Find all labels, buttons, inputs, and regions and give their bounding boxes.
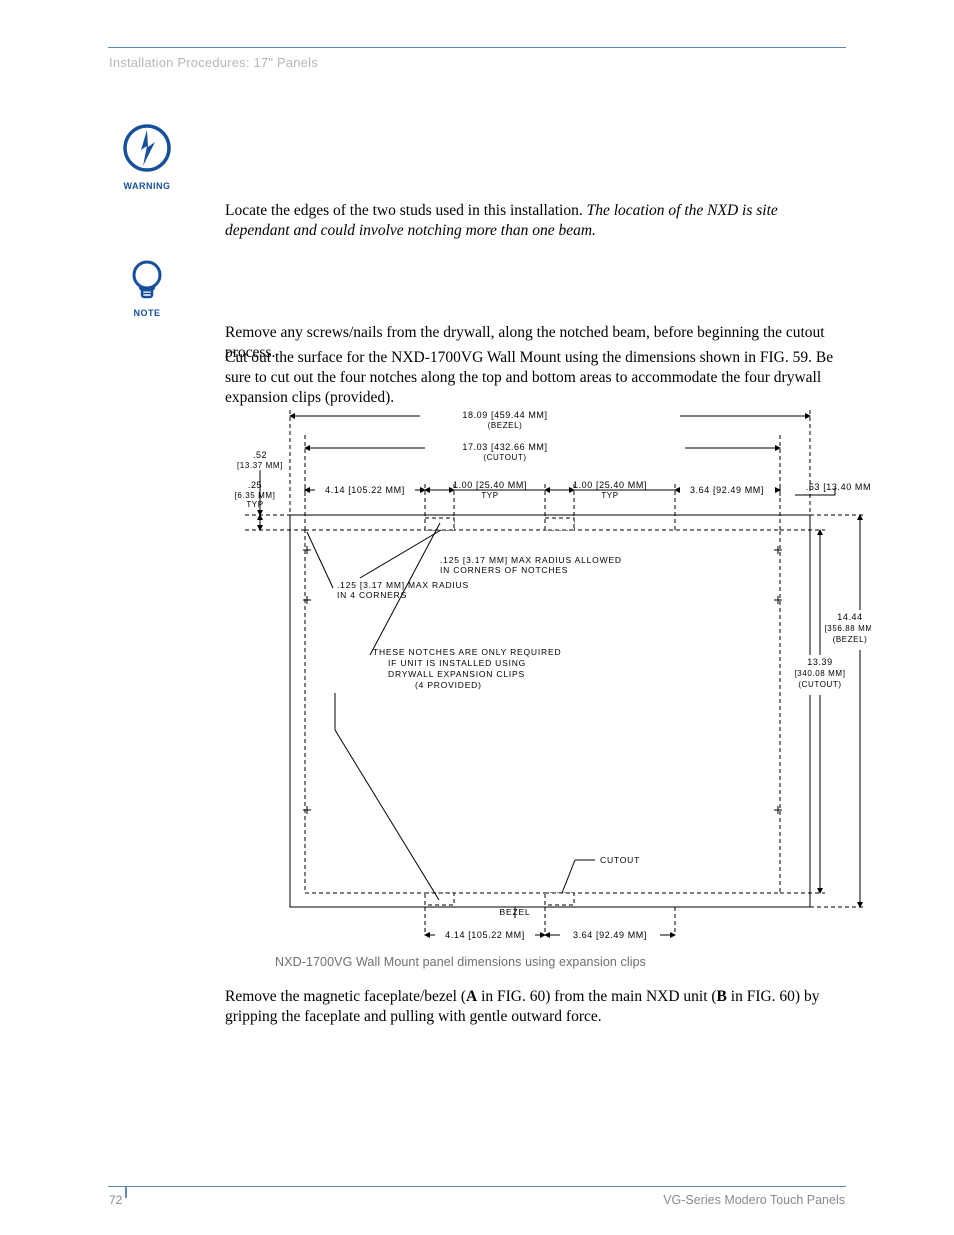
dim-left25-c: TYP xyxy=(246,500,263,509)
dim-bezel-h1: 14.44 xyxy=(837,612,863,622)
footer-series-title: VG-Series Modero Touch Panels xyxy=(663,1193,845,1207)
dim-left25-a: .25 xyxy=(248,480,262,490)
dim-bezel-w-line1: 18.09 [459.44 MM] xyxy=(462,410,547,420)
note-c3: DRYWALL EXPANSION CLIPS xyxy=(388,669,525,679)
dim-bot-364: 3.64 [92.49 MM] xyxy=(573,930,647,940)
dim-top-364: 3.64 [92.49 MM] xyxy=(690,485,764,495)
note-c2: IF UNIT IS INSTALLED USING xyxy=(388,658,526,668)
note-b2: IN 4 CORNERS xyxy=(337,590,407,600)
header-section-title: Installation Procedures: 17" Panels xyxy=(109,55,318,70)
p4b: A xyxy=(466,988,477,1005)
warning-icon: WARNING xyxy=(115,122,179,191)
paragraph-remove-bezel: Remove the magnetic faceplate/bezel (A i… xyxy=(225,987,843,1027)
dim-bezel-h2: [356.88 MM] xyxy=(824,624,871,633)
dim-cutout-h1: 13.39 xyxy=(807,657,833,667)
dim-top-414: 4.14 [105.22 MM] xyxy=(325,485,405,495)
svg-text:1.00 [25.40 MM]: 1.00 [25.40 MM] xyxy=(453,480,527,490)
paragraph-warning: Locate the edges of the two studs used i… xyxy=(225,201,843,241)
note-c1: THESE NOTCHES ARE ONLY REQUIRED xyxy=(373,647,561,657)
dim-top-100b-sub: TYP xyxy=(601,491,618,500)
p4a: Remove the magnetic faceplate/bezel ( xyxy=(225,988,466,1005)
dim-top-100b-aux: [25.40 MM] xyxy=(596,480,647,490)
p4c: in FIG. 60) from the main NXD unit ( xyxy=(477,988,716,1005)
dim-bezel-h3: (BEZEL) xyxy=(833,635,868,644)
p1-text-a: Locate the edges of the two studs used i… xyxy=(225,202,587,219)
page-number: 72 xyxy=(109,1193,122,1207)
dim-left25-b: [6.35 MM] xyxy=(235,491,276,500)
note-c4: (4 PROVIDED) xyxy=(415,680,482,690)
figure-caption: NXD-1700VG Wall Mount panel dimensions u… xyxy=(275,955,646,969)
paragraph-cutout: Cut out the surface for the NXD-1700VG W… xyxy=(225,348,843,407)
dim-cutout-w-line1: 17.03 [432.66 MM] xyxy=(462,442,547,452)
dim-left52-b: [13.37 MM] xyxy=(237,461,283,470)
dim-top-100b: 1.00 xyxy=(573,480,593,490)
footer-rule xyxy=(108,1186,846,1187)
note-label: NOTE xyxy=(115,308,179,318)
note-a1: .125 [3.17 MM] MAX RADIUS ALLOWED xyxy=(440,555,622,565)
warning-label: WARNING xyxy=(115,181,179,191)
note-icon: NOTE xyxy=(115,257,179,318)
p4d: B xyxy=(717,988,727,1005)
note-a2: IN CORNERS OF NOTCHES xyxy=(440,565,568,575)
document-page: Installation Procedures: 17" Panels WARN… xyxy=(0,0,954,1235)
dim-left52-a: .52 xyxy=(253,450,267,460)
dim-cutout-h2: [340.08 MM] xyxy=(794,669,845,678)
p3-text: Cut out the surface for the NXD-1700VG W… xyxy=(225,348,843,407)
dim-top-100a-sub: TYP xyxy=(481,491,498,500)
dim-top-100a-aux: [25.40 MM] xyxy=(476,480,527,490)
cutout-dimension-diagram: 18.09 [459.44 MM] (BEZEL) 17.03 [432.66 … xyxy=(225,410,871,965)
header-rule xyxy=(108,47,846,48)
dim-cutout-w-line2: (CUTOUT) xyxy=(483,453,526,462)
svg-text:1.00 [25.40 MM]: 1.00 [25.40 MM] xyxy=(573,480,647,490)
dim-bezel-w-line2: (BEZEL) xyxy=(488,421,523,430)
dim-top-100a: 1.00 xyxy=(453,480,473,490)
dim-right-53: .53 [13.40 MM] xyxy=(806,482,871,492)
dim-bot-414: 4.14 [105.22 MM] xyxy=(445,930,525,940)
dim-cutout-h3: (CUTOUT) xyxy=(798,680,841,689)
lbl-cutout: CUTOUT xyxy=(600,855,640,865)
note-b1: .125 [3.17 MM] MAX RADIUS xyxy=(337,580,469,590)
